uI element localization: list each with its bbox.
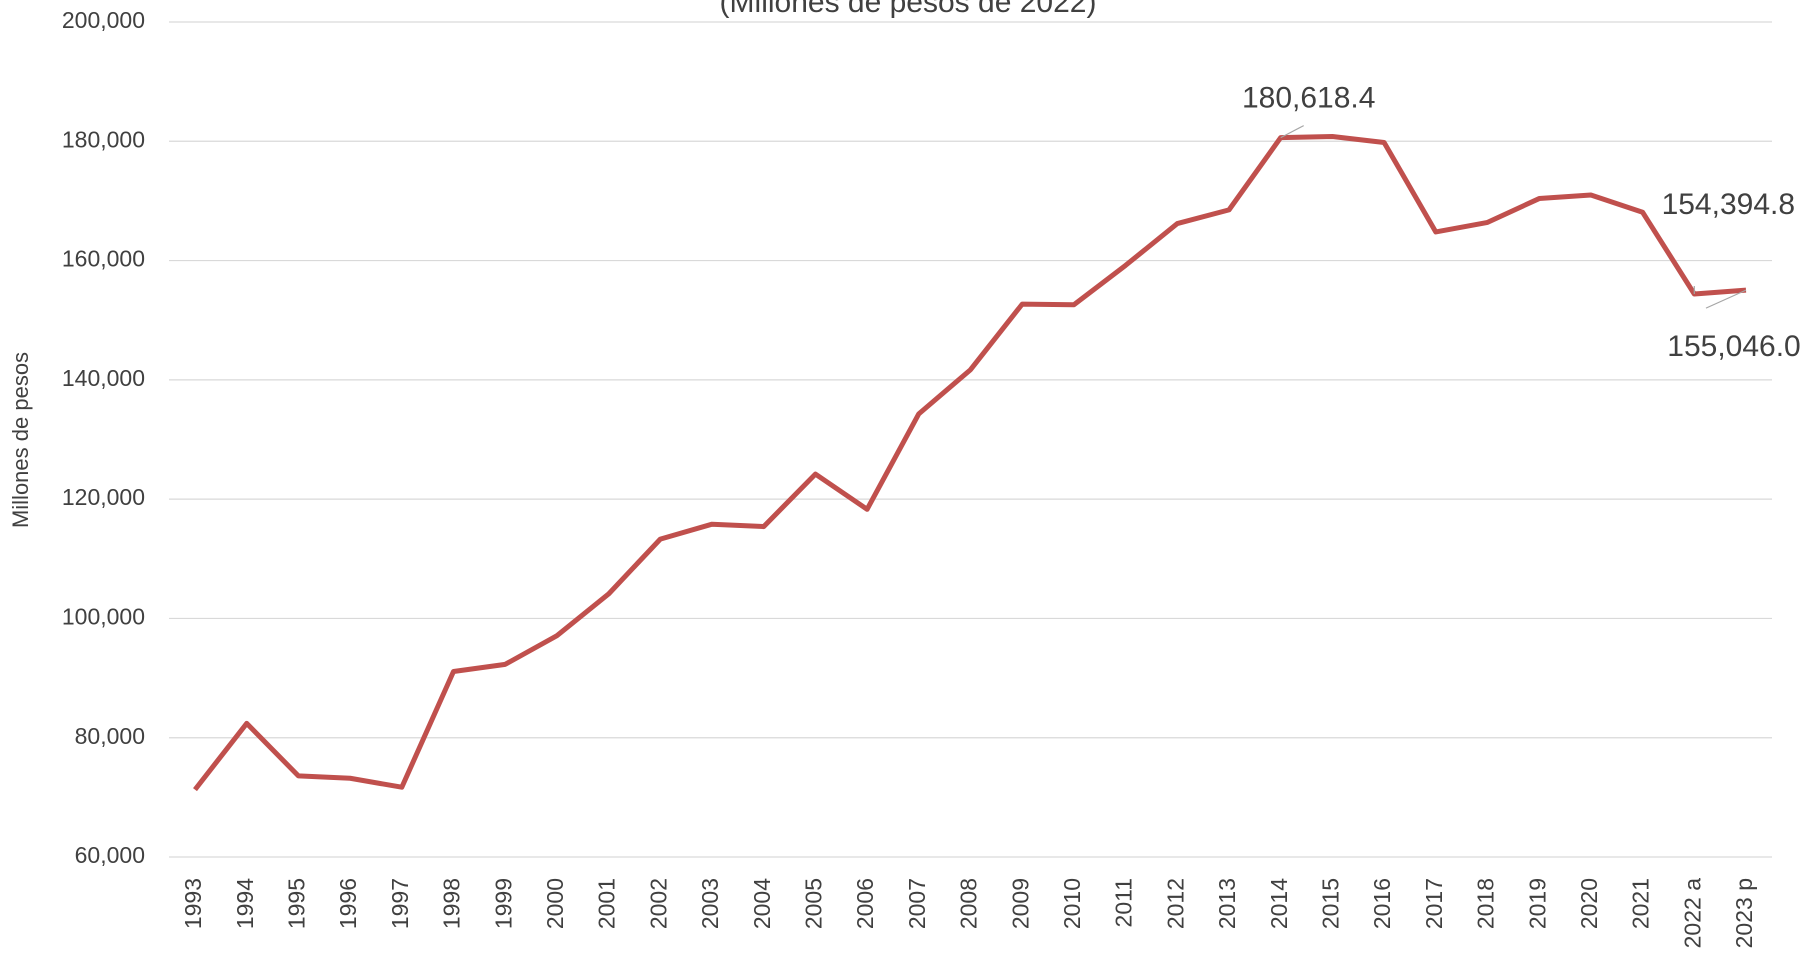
x-tick-label: 1994 [232, 878, 258, 929]
x-tick-label: 1993 [180, 878, 206, 929]
y-tick-label: 80,000 [75, 723, 145, 749]
x-tick-label: 2019 [1524, 878, 1550, 929]
leader-line [1280, 125, 1304, 139]
y-tick-label: 140,000 [62, 365, 145, 391]
x-tick-label: 2013 [1214, 878, 1240, 929]
x-tick-label: 2002 [645, 878, 671, 929]
x-tick-label: 2017 [1421, 878, 1447, 929]
x-tick-label: 2021 [1628, 878, 1654, 929]
y-axis-label: Millones de pesos [8, 352, 33, 528]
x-tick-label: 1998 [439, 878, 465, 929]
data-label: 155,046.0 [1667, 330, 1800, 363]
x-tick-label: 2023 p [1731, 878, 1757, 948]
x-tick-label: 1997 [387, 878, 413, 929]
x-tick-label: 1995 [283, 878, 309, 929]
x-tick-label: 1996 [335, 878, 361, 929]
x-tick-label: 2001 [594, 878, 620, 929]
x-tick-label: 2022 a [1679, 878, 1705, 949]
x-tick-label: 2003 [697, 878, 723, 929]
x-tick-label: 2004 [749, 878, 775, 929]
x-tick-label: 2008 [956, 878, 982, 929]
x-tick-label: 2007 [904, 878, 930, 929]
x-tick-label: 2009 [1007, 878, 1033, 929]
x-tick-label: 2000 [542, 878, 568, 929]
y-tick-label: 180,000 [62, 126, 145, 152]
y-tick-label: 160,000 [62, 246, 145, 272]
x-tick-label: 2016 [1369, 878, 1395, 929]
x-tick-label: 2011 [1111, 878, 1137, 927]
x-tick-label: 2005 [800, 878, 826, 929]
x-tick-label: 1999 [490, 878, 516, 929]
chart-subtitle: (Millones de pesos de 2022) [720, 0, 1097, 19]
y-tick-label: 120,000 [62, 484, 145, 510]
x-tick-label: 2006 [852, 878, 878, 929]
data-label: 180,618.4 [1242, 82, 1375, 115]
leader-line [1705, 289, 1747, 309]
data-line [193, 134, 1747, 792]
x-tick-label: 2014 [1266, 878, 1292, 929]
x-tick-label: 2010 [1059, 878, 1085, 929]
x-tick-label: 2015 [1317, 878, 1343, 929]
x-tick-label: 2012 [1162, 878, 1188, 929]
x-tick-label: 2018 [1473, 878, 1499, 929]
x-tick-label: 2020 [1576, 878, 1602, 929]
y-tick-label: 200,000 [62, 7, 145, 33]
data-label: 154,394.8 [1662, 188, 1795, 221]
y-tick-label: 100,000 [62, 604, 145, 630]
y-tick-label: 60,000 [75, 842, 145, 868]
